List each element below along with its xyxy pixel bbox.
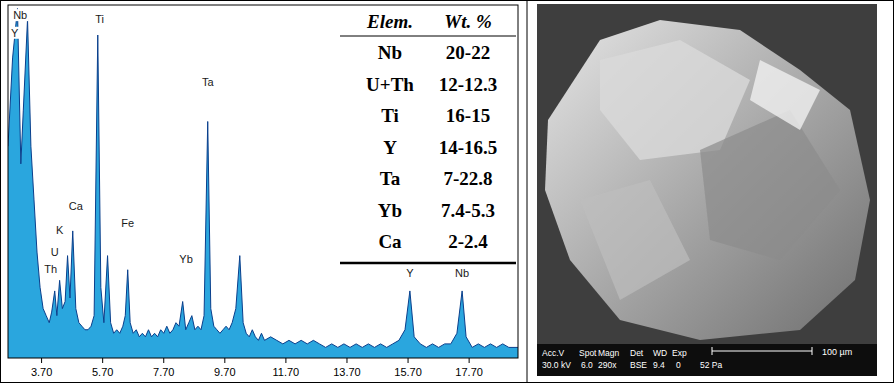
particle-facet xyxy=(750,60,820,130)
info-label: WD xyxy=(653,348,667,358)
spectrum-fill xyxy=(8,9,518,358)
x-tick-label: 15.70 xyxy=(394,366,422,378)
label-patch xyxy=(10,27,20,39)
table-cell: U+Th xyxy=(366,74,414,95)
info-value: BSE xyxy=(630,360,647,370)
peak-label: Fe xyxy=(121,217,134,229)
peak-label: U xyxy=(51,246,59,258)
x-tick-label: 13.70 xyxy=(333,366,361,378)
label-patch xyxy=(12,9,28,21)
micrograph-background xyxy=(537,4,877,376)
scale-bar-end xyxy=(712,347,713,355)
x-tick-label: 17.70 xyxy=(455,366,483,378)
figure-frame xyxy=(1,1,894,383)
label-patch xyxy=(68,200,85,212)
table-cell: Y xyxy=(383,137,397,158)
peak-label: Yb xyxy=(179,253,192,265)
table-cell: 12-12.3 xyxy=(439,74,498,95)
info-label: Spot xyxy=(579,348,597,358)
table-background xyxy=(340,8,516,264)
peak-label: K xyxy=(56,224,64,236)
table-rule xyxy=(340,36,516,37)
scale-bar xyxy=(712,351,812,352)
info-value: 290x xyxy=(598,360,617,370)
panel-divider xyxy=(527,0,528,383)
x-tick xyxy=(469,358,470,363)
peak-label: Nb xyxy=(455,267,469,279)
table-cell: 7-22.8 xyxy=(443,168,492,189)
scale-bar-label: 100 µm xyxy=(822,347,852,357)
table-rule xyxy=(340,262,516,265)
label-patch xyxy=(120,217,135,229)
x-tick xyxy=(346,358,347,363)
scale-bar-end xyxy=(812,347,813,355)
x-tick-label: 9.70 xyxy=(214,366,235,378)
info-value: 0 xyxy=(676,360,681,370)
peak-label: Y xyxy=(406,267,414,279)
peak-label: Ta xyxy=(202,76,215,88)
particle-facet xyxy=(700,110,840,260)
particle xyxy=(545,20,870,340)
x-tick xyxy=(408,358,409,363)
x-tick xyxy=(224,358,225,363)
info-pressure: 52 Pa xyxy=(700,360,722,370)
background xyxy=(0,0,894,383)
info-value: 6.0 xyxy=(581,360,593,370)
x-tick xyxy=(102,358,103,363)
info-label: Magn xyxy=(598,348,620,358)
info-value: 30.0 kV xyxy=(542,360,571,370)
table-cell: Ti xyxy=(381,105,399,126)
x-tick xyxy=(285,358,286,363)
label-patch xyxy=(454,267,470,279)
label-patch xyxy=(50,246,60,258)
micrograph: Acc.V SpotMagn Det WD Exp 30.0 kV 6.0 290x BSE 9.… xyxy=(537,4,877,376)
spectrum-group xyxy=(8,9,518,358)
label-patch xyxy=(55,224,65,236)
peak-label: Y xyxy=(11,27,19,39)
label-patch xyxy=(94,13,105,25)
label-patch xyxy=(405,267,415,279)
spectrum-line xyxy=(8,9,518,348)
x-tick-label: 5.70 xyxy=(92,366,113,378)
label-patch xyxy=(201,76,216,88)
x-tick-label: 7.70 xyxy=(153,366,174,378)
info-label: Acc.V xyxy=(542,348,565,358)
label-patch xyxy=(43,263,58,275)
table-cell: Nb xyxy=(378,42,402,63)
x-tick-label: 11.70 xyxy=(273,366,300,378)
info-bar xyxy=(537,344,877,376)
x-tick xyxy=(41,358,42,363)
label-patch xyxy=(178,253,193,265)
peak-label: Ti xyxy=(95,13,104,25)
table-cell: Yb xyxy=(378,200,402,221)
info-value: 9.4 xyxy=(653,360,665,370)
peak-label: Th xyxy=(44,263,57,275)
info-label: Exp xyxy=(672,348,687,358)
table-cell: Ca xyxy=(378,231,402,252)
x-tick-label: 3.70 xyxy=(31,366,52,378)
table-cell: Ta xyxy=(380,168,401,189)
table-cell: 16-15 xyxy=(446,105,490,126)
table-header: Wt. % xyxy=(444,11,492,32)
particle-facet xyxy=(580,180,690,300)
peak-label: Nb xyxy=(13,9,27,21)
peak-label: Ca xyxy=(69,200,84,212)
table-cell: 20-22 xyxy=(446,42,490,63)
table-cell: 2-2.4 xyxy=(448,231,488,252)
figure: 3.705.707.709.7011.7013.7015.7017.70NbYT… xyxy=(0,0,894,383)
x-tick xyxy=(163,358,164,363)
table-cell: 14-16.5 xyxy=(439,137,498,158)
info-label: Det xyxy=(630,348,644,358)
plot-frame xyxy=(8,5,518,358)
table-header: Elem. xyxy=(366,11,413,32)
table-cell: 7.4-5.3 xyxy=(441,200,495,221)
